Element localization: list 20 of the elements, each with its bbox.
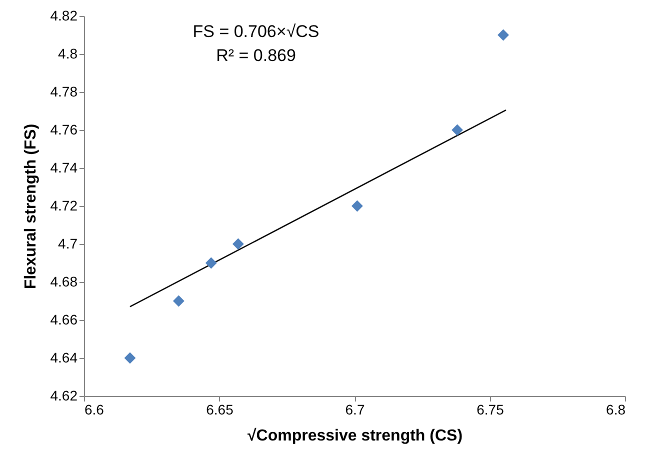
y-tick-label: 4.78 (50, 84, 78, 100)
y-tick-label: 4.8 (58, 46, 78, 62)
x-tick-label: 6.65 (206, 402, 234, 418)
x-tick-label: 6.75 (476, 402, 504, 418)
y-tick-label: 4.7 (58, 236, 78, 252)
y-tick-label: 4.64 (50, 350, 78, 366)
x-tick-label: 6.8 (606, 402, 626, 418)
y-tick-label: 4.72 (50, 198, 78, 214)
y-tick-label: 4.68 (50, 274, 78, 290)
y-tick-label: 4.74 (50, 160, 78, 176)
y-tick-label: 4.62 (50, 388, 78, 404)
x-axis-title: √Compressive strength (CS) (247, 428, 463, 444)
y-tick-label: 4.76 (50, 122, 78, 138)
annotation: FS = 0.706×√CS (192, 22, 320, 41)
y-tick-label: 4.66 (50, 312, 78, 328)
y-tick-label: 4.82 (50, 8, 78, 24)
y-axis-title: Flexural strength (FS) (22, 124, 40, 290)
x-tick-label: 6.6 (84, 402, 104, 418)
annotation: R² = 0.869 (216, 46, 296, 65)
x-tick-label: 6.7 (345, 402, 365, 418)
